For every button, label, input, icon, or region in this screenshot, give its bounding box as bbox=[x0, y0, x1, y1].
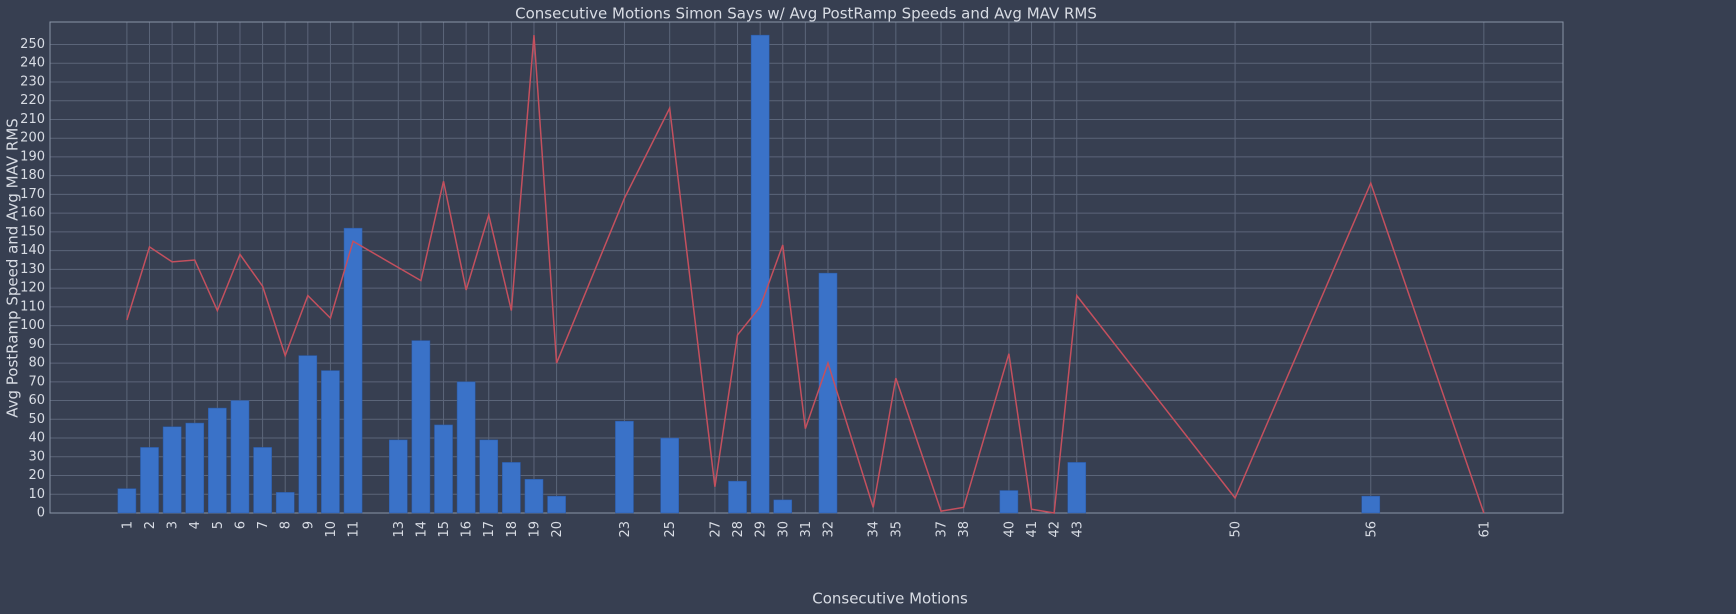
bar bbox=[162, 426, 182, 514]
x-tick-label: 31 bbox=[799, 521, 814, 538]
x-tick-label: 35 bbox=[889, 521, 904, 538]
x-tick-label: 2 bbox=[143, 521, 158, 529]
x-tick-label: 13 bbox=[392, 521, 407, 538]
x-tick-label: 38 bbox=[957, 521, 972, 538]
x-tick-label: 29 bbox=[754, 521, 769, 538]
bar bbox=[388, 439, 408, 514]
x-tick-label: 28 bbox=[731, 521, 746, 538]
bar bbox=[140, 447, 159, 514]
x-tick-label: 30 bbox=[776, 521, 791, 538]
bar bbox=[321, 370, 340, 514]
bar bbox=[253, 447, 272, 514]
x-tick-label: 16 bbox=[460, 521, 475, 538]
x-tick-label: 20 bbox=[550, 521, 565, 538]
y-tick-label: 150 bbox=[20, 224, 45, 239]
x-tick-label: 19 bbox=[527, 521, 542, 538]
x-tick-label: 1 bbox=[120, 521, 135, 529]
x-axis-label: Consecutive Motions bbox=[812, 590, 968, 608]
y-tick-label: 50 bbox=[28, 412, 45, 427]
x-tick-label: 56 bbox=[1364, 521, 1379, 538]
x-tick-label: 6 bbox=[233, 521, 248, 529]
x-tick-label: 32 bbox=[821, 521, 836, 538]
y-tick-label: 160 bbox=[20, 206, 45, 221]
bar bbox=[230, 400, 250, 514]
bar bbox=[660, 437, 679, 514]
bar bbox=[434, 424, 453, 514]
y-tick-label: 240 bbox=[20, 56, 45, 71]
bar bbox=[502, 462, 521, 514]
x-tick-label: 8 bbox=[279, 521, 294, 529]
bar bbox=[773, 499, 793, 514]
y-tick-label: 60 bbox=[28, 393, 45, 408]
x-tick-label: 50 bbox=[1229, 521, 1244, 538]
bar bbox=[750, 34, 770, 514]
y-tick-label: 80 bbox=[28, 356, 45, 371]
y-tick-label: 0 bbox=[37, 506, 45, 521]
bar bbox=[728, 480, 747, 514]
bar bbox=[298, 355, 318, 514]
x-tick-label: 42 bbox=[1048, 521, 1063, 538]
chart-title: Consecutive Motions Simon Says w/ Avg Po… bbox=[515, 5, 1097, 23]
y-tick-label: 180 bbox=[20, 168, 45, 183]
x-tick-label: 18 bbox=[505, 521, 520, 538]
y-tick-label: 70 bbox=[28, 374, 45, 389]
bar bbox=[615, 420, 634, 514]
y-tick-label: 10 bbox=[28, 487, 45, 502]
y-axis-label: Avg PostRamp Speed and Avg MAV RMS bbox=[4, 118, 22, 418]
x-tick-label: 10 bbox=[324, 521, 339, 538]
bar bbox=[185, 422, 205, 514]
y-tick-label: 230 bbox=[20, 74, 45, 89]
x-tick-label: 61 bbox=[1477, 521, 1492, 538]
y-tick-label: 220 bbox=[20, 93, 45, 108]
bar bbox=[456, 381, 476, 514]
bar bbox=[343, 227, 363, 514]
x-tick-label: 40 bbox=[1002, 521, 1017, 538]
x-tick-label: 27 bbox=[708, 521, 723, 538]
bar bbox=[818, 272, 838, 514]
y-tick-label: 130 bbox=[20, 262, 45, 277]
y-tick-label: 170 bbox=[20, 187, 45, 202]
bar bbox=[479, 439, 499, 514]
x-tick-label: 14 bbox=[414, 521, 429, 538]
y-tick-label: 110 bbox=[20, 299, 45, 314]
y-tick-label: 90 bbox=[28, 337, 45, 352]
bar bbox=[1067, 462, 1087, 514]
line bbox=[126, 35, 1485, 514]
x-tick-label: 5 bbox=[211, 521, 226, 529]
x-tick-label: 15 bbox=[437, 521, 452, 538]
y-tick-label: 200 bbox=[20, 131, 45, 146]
bar bbox=[999, 490, 1019, 514]
y-tick-label: 30 bbox=[28, 449, 45, 464]
bar bbox=[117, 488, 137, 514]
bar bbox=[275, 492, 295, 514]
x-tick-label: 3 bbox=[166, 521, 181, 529]
y-tick-label: 210 bbox=[20, 112, 45, 127]
bar bbox=[208, 407, 227, 514]
bar bbox=[524, 479, 544, 514]
y-tick-label: 20 bbox=[28, 468, 45, 483]
x-tick-label: 7 bbox=[256, 521, 271, 529]
y-tick-label: 100 bbox=[20, 318, 45, 333]
x-tick-label: 9 bbox=[301, 521, 316, 529]
x-tick-label: 41 bbox=[1025, 521, 1040, 538]
x-tick-label: 34 bbox=[867, 521, 882, 538]
y-tick-label: 120 bbox=[20, 281, 45, 296]
y-tick-label: 40 bbox=[28, 431, 45, 446]
bar bbox=[411, 340, 431, 514]
x-tick-label: 37 bbox=[935, 521, 950, 538]
bar bbox=[547, 495, 566, 514]
y-tick-label: 140 bbox=[20, 243, 45, 258]
x-tick-label: 17 bbox=[482, 521, 497, 538]
x-tick-label: 23 bbox=[618, 521, 633, 538]
x-tick-label: 11 bbox=[347, 521, 362, 538]
x-tick-label: 25 bbox=[663, 521, 678, 538]
y-tick-label: 190 bbox=[20, 149, 45, 164]
plot-frame bbox=[49, 21, 1564, 514]
bar bbox=[1361, 495, 1381, 514]
x-tick-label: 4 bbox=[188, 521, 203, 529]
y-tick-label: 250 bbox=[20, 37, 45, 52]
x-tick-label: 43 bbox=[1070, 521, 1085, 538]
